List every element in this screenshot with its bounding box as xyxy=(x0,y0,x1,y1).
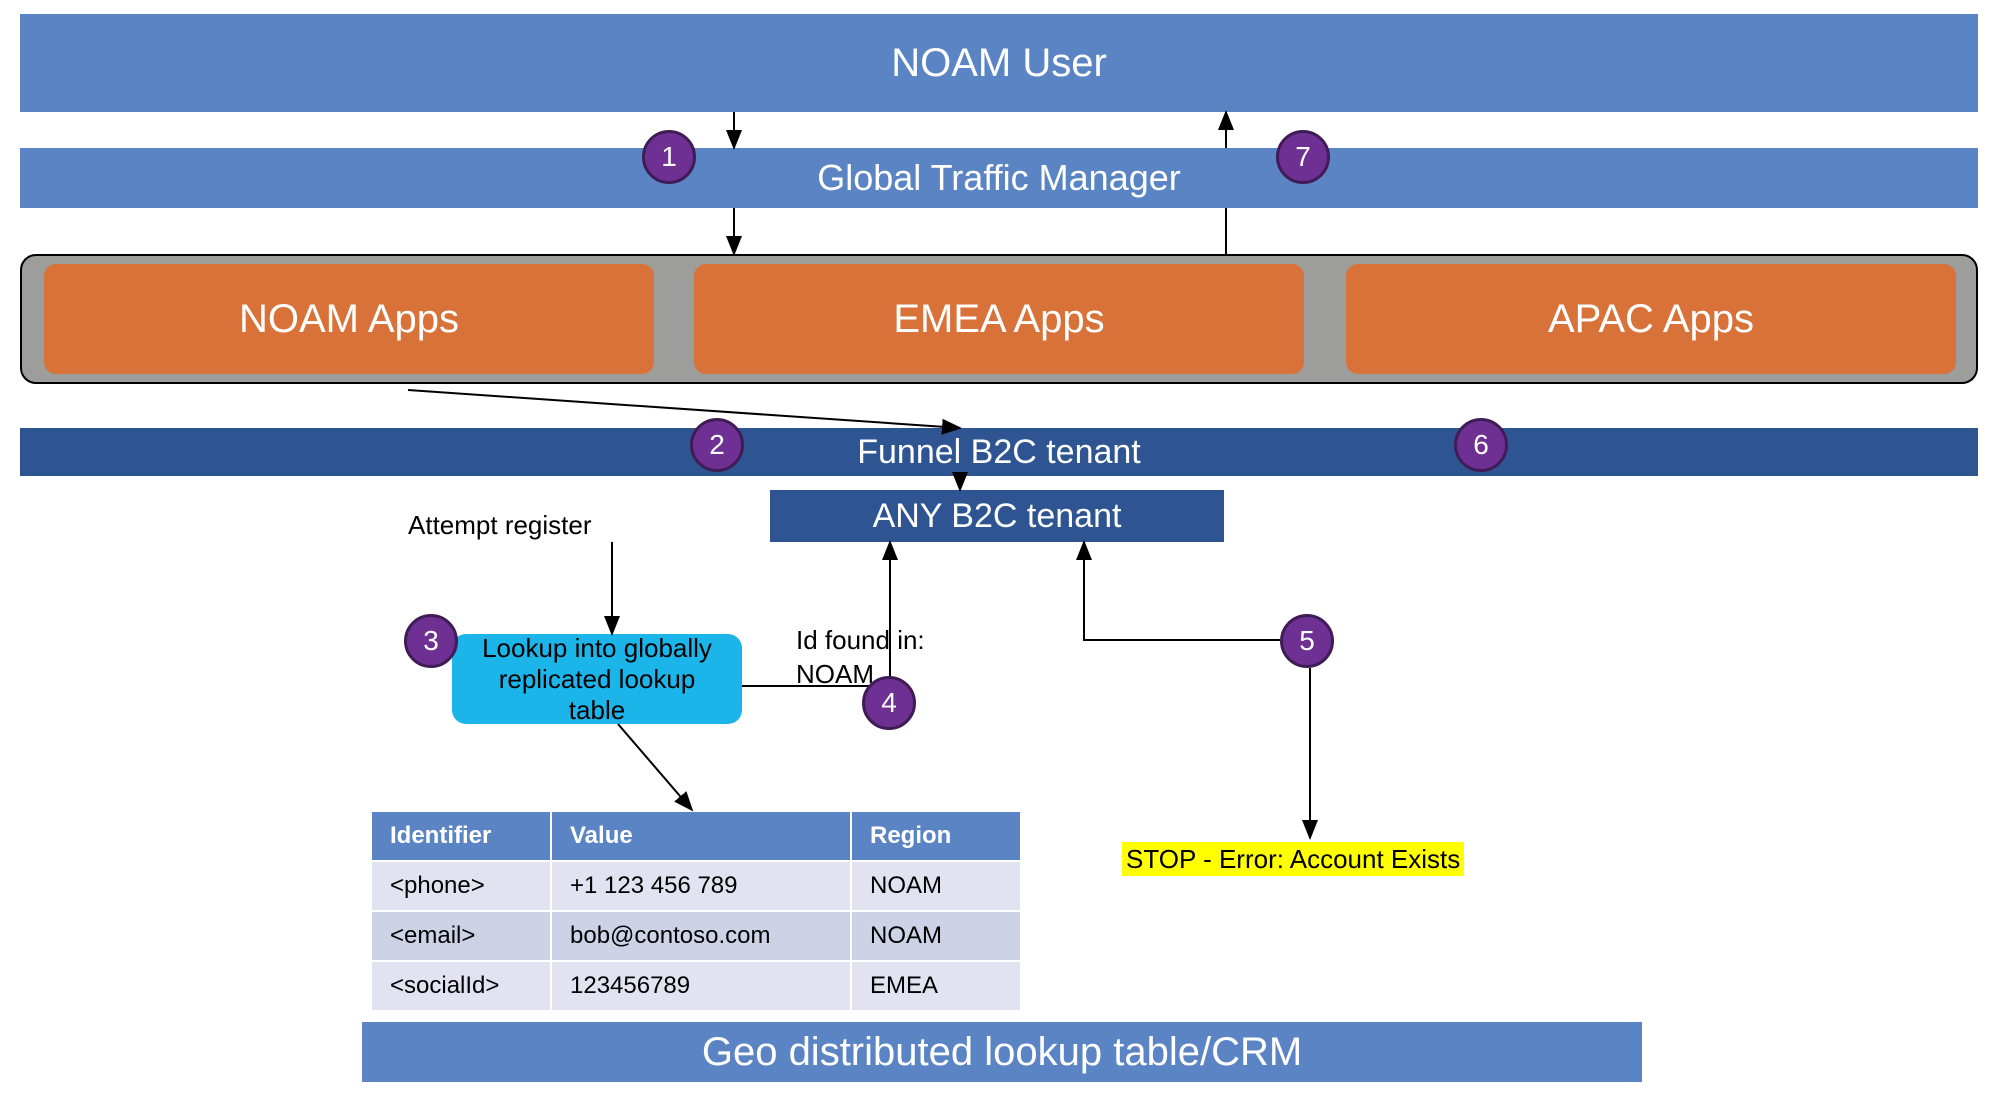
apac-apps-box: APAC Apps xyxy=(1346,264,1956,374)
table-header-cell: Region xyxy=(851,811,1021,861)
stop-error-label: STOP - Error: Account Exists xyxy=(1122,844,1464,875)
noam-apps-label: NOAM Apps xyxy=(239,297,459,342)
table-row: <socialId> 123456789 EMEA xyxy=(371,961,1021,1011)
badge-4: 4 xyxy=(862,676,916,730)
badge-2: 2 xyxy=(690,418,744,472)
any-tenant-box: ANY B2C tenant xyxy=(770,490,1224,542)
lookup-table: Identifier Value Region <phone> +1 123 4… xyxy=(370,810,1022,1012)
table-row: <phone> +1 123 456 789 NOAM xyxy=(371,861,1021,911)
table-header-row: Identifier Value Region xyxy=(371,811,1021,861)
badge-6: 6 xyxy=(1454,418,1508,472)
badge-3: 3 xyxy=(404,614,458,668)
funnel-label: Funnel B2C tenant xyxy=(857,433,1141,472)
any-tenant-label: ANY B2C tenant xyxy=(873,497,1122,536)
funnel-bar: Funnel B2C tenant xyxy=(20,428,1978,476)
noam-user-label: NOAM User xyxy=(891,41,1107,86)
lookup-box: Lookup into globally replicated lookup t… xyxy=(452,634,742,724)
noam-user-bar: NOAM User xyxy=(20,14,1978,112)
gtm-bar: Global Traffic Manager xyxy=(20,148,1978,208)
badge-5: 5 xyxy=(1280,614,1334,668)
gtm-label: Global Traffic Manager xyxy=(817,157,1181,199)
table-header-cell: Identifier xyxy=(371,811,551,861)
badge-7: 7 xyxy=(1276,130,1330,184)
table-row: <email> bob@contoso.com NOAM xyxy=(371,911,1021,961)
apac-apps-label: APAC Apps xyxy=(1548,297,1754,342)
geo-table-bar: Geo distributed lookup table/CRM xyxy=(362,1022,1642,1082)
table-header-cell: Value xyxy=(551,811,851,861)
emea-apps-box: EMEA Apps xyxy=(694,264,1304,374)
lookup-box-label: Lookup into globally replicated lookup t… xyxy=(472,633,722,726)
noam-apps-box: NOAM Apps xyxy=(44,264,654,374)
emea-apps-label: EMEA Apps xyxy=(893,297,1104,342)
attempt-register-label: Attempt register xyxy=(408,510,592,541)
badge-1: 1 xyxy=(642,130,696,184)
geo-table-label: Geo distributed lookup table/CRM xyxy=(702,1030,1302,1075)
